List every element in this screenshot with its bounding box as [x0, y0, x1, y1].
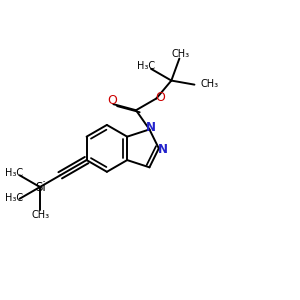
Text: H₃C: H₃C [5, 168, 23, 178]
Text: Si: Si [35, 181, 46, 194]
Text: CH₃: CH₃ [31, 210, 49, 220]
Text: N: N [146, 121, 156, 134]
Text: CH₃: CH₃ [171, 49, 189, 59]
Text: N: N [158, 143, 168, 156]
Text: O: O [107, 94, 117, 107]
Text: H₃C: H₃C [137, 61, 156, 71]
Text: H₃C: H₃C [5, 193, 23, 203]
Text: CH₃: CH₃ [200, 79, 218, 89]
Text: O: O [155, 91, 165, 104]
